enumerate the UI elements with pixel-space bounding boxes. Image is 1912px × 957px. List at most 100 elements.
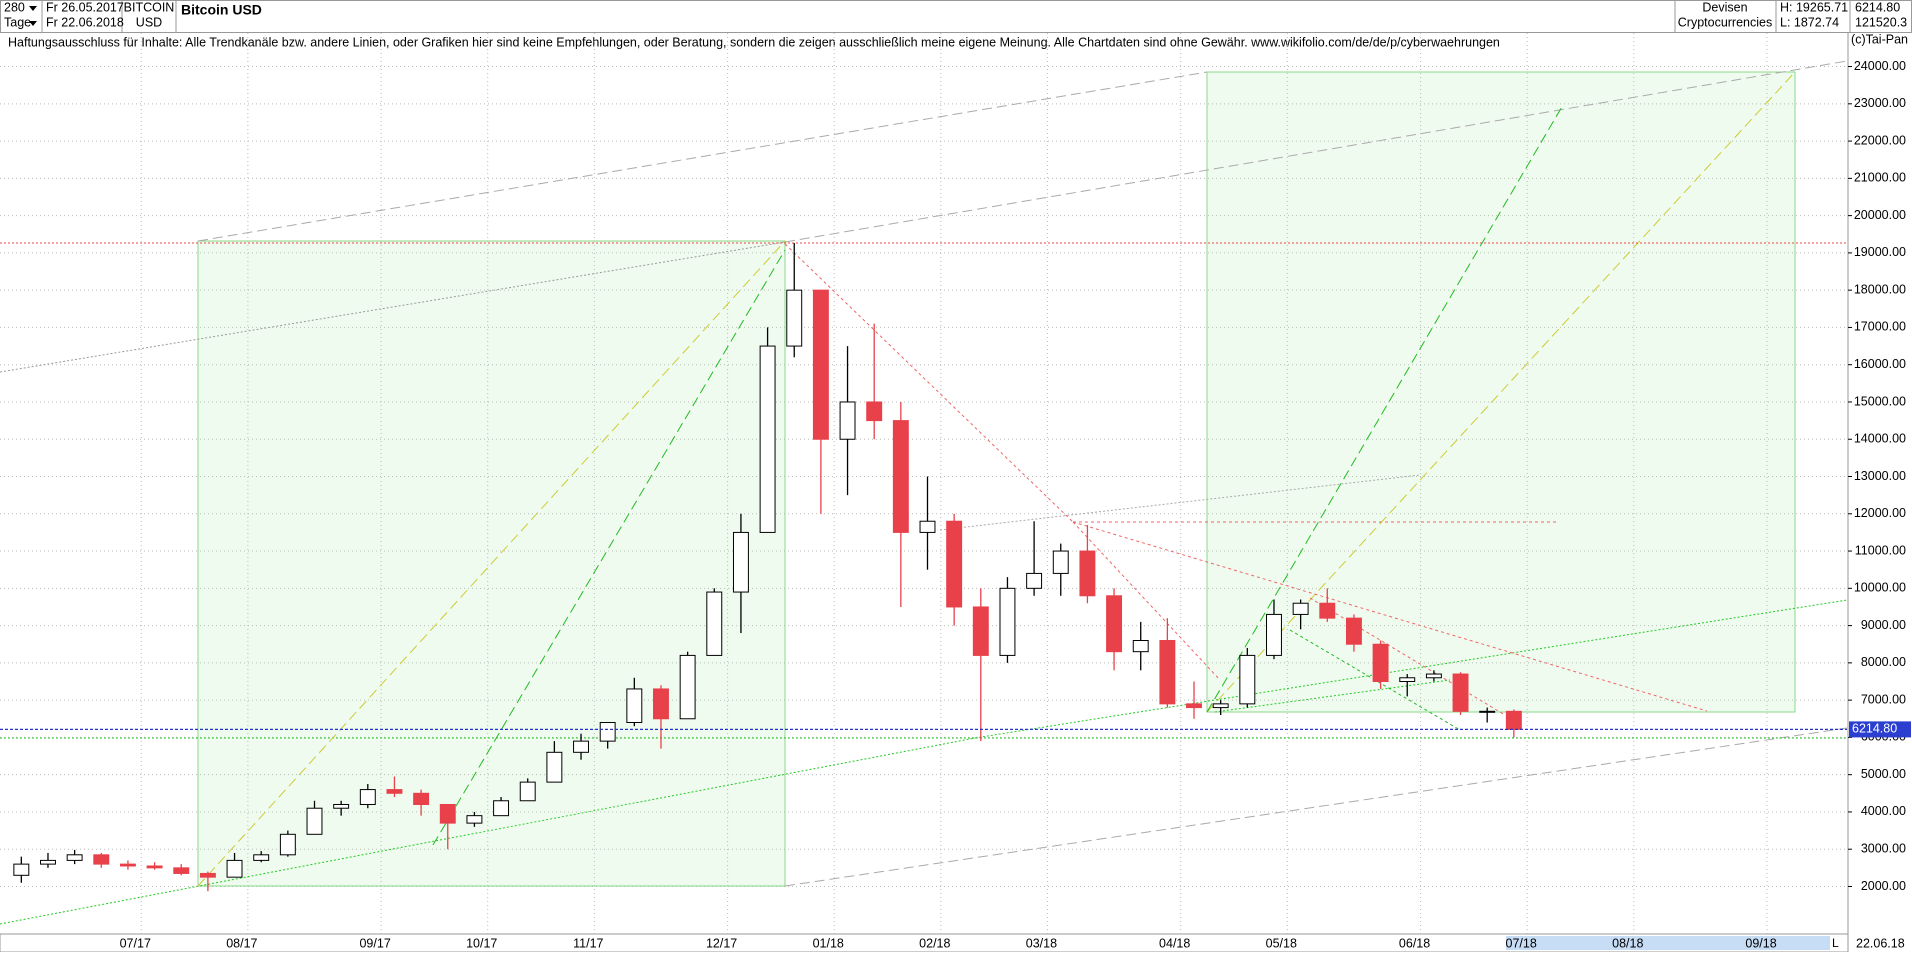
y-tick-label: 21000.00 [1854,171,1906,185]
scale-mode[interactable]: L [1832,936,1839,950]
date-from: Fr 26.05.2017 [46,0,124,14]
y-tick-label: 23000.00 [1854,96,1906,110]
y-tick-label: 3000.00 [1861,842,1906,856]
trend-line [784,727,1848,887]
currency: USD [136,15,162,29]
resistance-line [1072,521,1708,712]
candle-body [1399,677,1416,682]
candle-body [359,789,376,805]
y-tick-label: 15000.00 [1854,394,1906,408]
candle-body [1479,710,1496,713]
candle-body [573,740,589,753]
candle-body [892,420,909,533]
candle-body [1452,673,1469,712]
last-label: 6214.80 [1855,0,1900,14]
x-tick-label: 09/17 [359,936,390,950]
period-count[interactable]: 280 [4,0,25,14]
last-price-label: 6214.80 [1852,722,1897,736]
candle-body [706,591,723,656]
symbol: BITCOIN [124,0,175,14]
x-tick-label: 08/17 [226,936,257,950]
candle-body [546,751,563,783]
copyright: (c)Tai-Pan [1851,32,1908,46]
y-tick-label: 2000.00 [1861,879,1906,893]
candle-body [946,520,963,608]
y-tick-label: 7000.00 [1861,692,1906,706]
candle-body [1372,643,1389,682]
dropdown-arrow[interactable] [29,21,37,26]
drawings [0,60,1848,925]
x-tick-label: 04/18 [1159,936,1190,950]
candle-body [253,854,270,861]
y-tick-label: 24000.00 [1854,59,1906,73]
dropdown-arrow[interactable] [29,6,37,11]
candle-body [1505,710,1522,730]
y-tick-label: 13000.00 [1854,469,1906,483]
x-tick-label: 06/18 [1399,936,1430,950]
period-unit[interactable]: Tage [4,15,31,29]
fan-line [432,249,786,846]
disclaimer: Haftungsausschluss für Inhalte: Alle Tre… [8,35,1500,49]
y-tick-label: 5000.00 [1861,767,1906,781]
candle-body [1425,673,1442,679]
y-tick-label: 11000.00 [1855,543,1906,557]
group: Devisen [1702,0,1747,14]
candle-body [13,863,30,876]
date-to: Fr 22.06.2018 [46,15,124,29]
y-tick-label: 4000.00 [1861,804,1906,818]
candle-body [119,863,136,867]
x-tick-label: 08/18 [1612,936,1643,950]
candle-body [1106,595,1123,653]
x-tick-label: 11/17 [573,936,603,950]
candle-body [1079,550,1096,597]
candle-body [279,833,296,856]
candle-body [146,865,163,869]
candle-body [519,781,536,802]
trend-line [0,241,786,373]
header-frame [0,0,1912,33]
candle-body [599,721,616,742]
candle-body [1026,572,1043,589]
candle-body [653,688,669,720]
last-price-box [1849,721,1911,738]
y-tick-label: 10000.00 [1854,581,1906,595]
candle-body [1319,602,1336,619]
trend-line [939,474,1421,531]
header: 280 Tage Fr 26.05.2017 Fr 22.06.2018 BIT… [0,0,1912,33]
candle-body [759,345,776,533]
candle-body [1266,613,1282,656]
candle-body [173,867,190,874]
resistance-line [1309,597,1506,716]
candle-body [199,872,216,878]
fan-line [1206,104,1564,713]
candle-body [226,859,243,878]
candle-body [679,654,696,720]
fan-line [197,240,786,887]
candle-body [999,587,1016,656]
candle-body [626,688,643,723]
candle-body [386,789,403,794]
candle-body [839,401,856,440]
y-tick-label: 14000.00 [1854,432,1906,446]
candle-body [1132,639,1149,653]
x-tick-label: 12/17 [706,936,737,950]
support-line [974,599,1848,739]
candle-body [1212,703,1229,709]
y-tick-label: 12000.00 [1854,506,1906,520]
x-tick-label: 07/17 [120,936,151,950]
candle-body [66,854,83,861]
candle-body [812,289,829,440]
trend-line [197,71,1208,242]
y-tick-label: 16000.00 [1854,357,1906,371]
y-tick-label: 9000.00 [1861,618,1906,632]
y-tick-label: 17000.00 [1854,320,1906,334]
candle-body [972,606,989,656]
candle-body [493,800,510,817]
candle-body [1292,602,1309,615]
candle-body [1052,550,1069,574]
chart-title: Bitcoin USD [181,2,262,18]
candle-body [306,807,323,835]
candle-body [333,803,350,809]
